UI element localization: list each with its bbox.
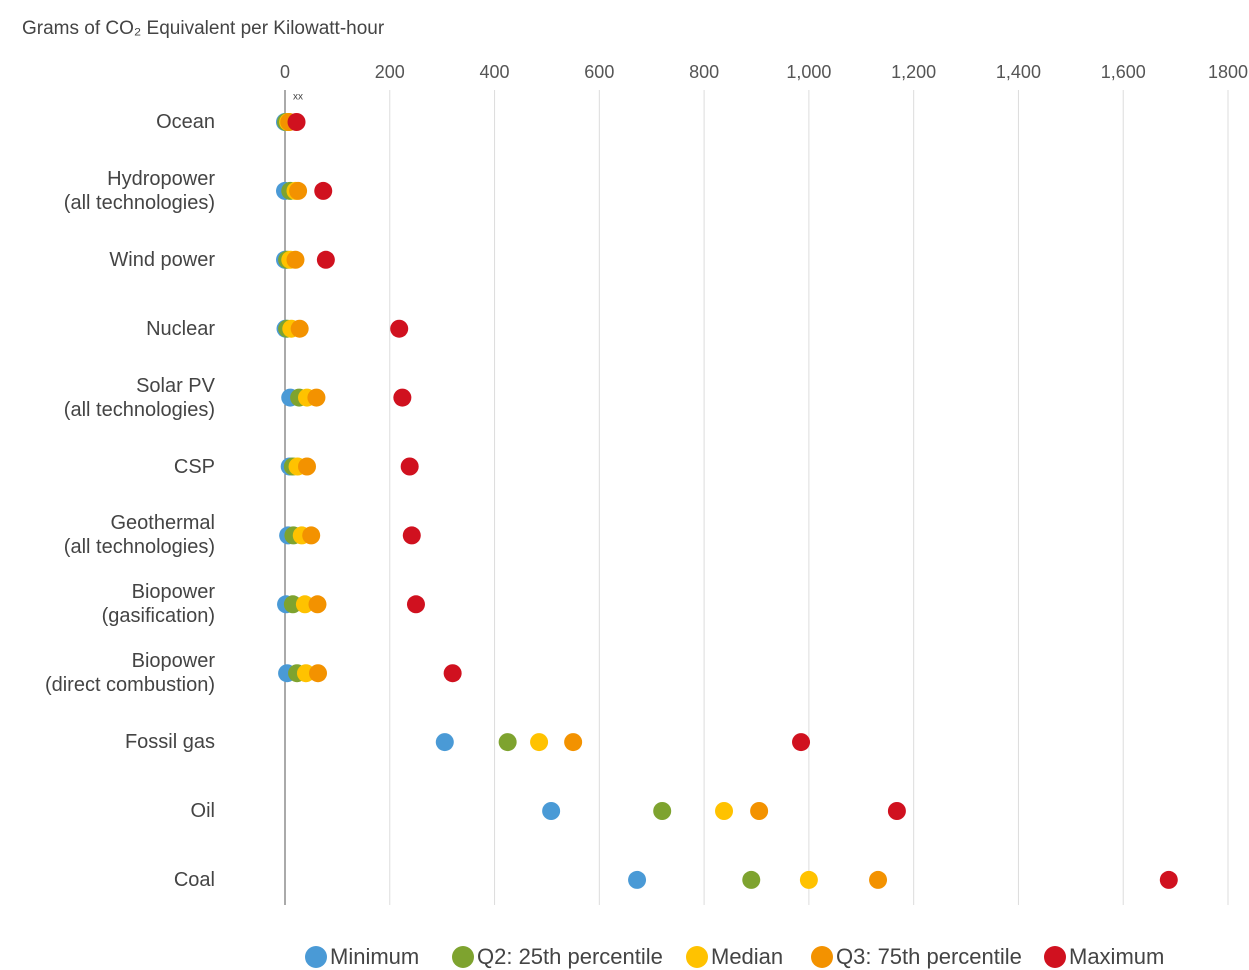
dot bbox=[400, 457, 419, 476]
dot bbox=[287, 113, 306, 131]
x-tick-label: 1,600 bbox=[1101, 62, 1146, 82]
category-label: Coal bbox=[173, 868, 215, 891]
category-label: CSP bbox=[173, 455, 215, 478]
x-tick-label: 1,400 bbox=[996, 62, 1041, 82]
category-label: Ocean bbox=[156, 111, 215, 133]
x-tick-label: 1,000 bbox=[786, 62, 831, 82]
dot bbox=[715, 802, 734, 820]
category-label: Geothermal (all technologies) bbox=[63, 512, 215, 559]
chart-title: Grams of CO₂ Equivalent per Kilowatt-hou… bbox=[22, 18, 385, 39]
dot bbox=[402, 526, 421, 545]
category-label: Hydropower (all technologies) bbox=[63, 167, 215, 214]
x-tick-label: 200 bbox=[375, 62, 405, 82]
dot bbox=[286, 250, 305, 269]
category-label: Biopower (gasification) bbox=[101, 581, 215, 628]
category-label: Solar PV (all technologies) bbox=[63, 374, 215, 421]
category-label: Biopower (direct combustion) bbox=[44, 650, 215, 697]
category-label: Oil bbox=[190, 800, 215, 822]
dot bbox=[742, 870, 761, 889]
x-tick-label: 0 bbox=[280, 62, 290, 82]
dot bbox=[393, 388, 412, 407]
dot bbox=[289, 181, 308, 200]
legend-swatch bbox=[686, 946, 708, 968]
legend-swatch bbox=[1044, 946, 1066, 968]
dot bbox=[564, 733, 583, 752]
dot bbox=[750, 802, 769, 820]
x-tick-label: 1,200 bbox=[891, 62, 936, 82]
x-tick-label: 1800 bbox=[1208, 62, 1248, 82]
dot bbox=[316, 250, 335, 269]
category-label: Wind power bbox=[109, 248, 215, 271]
legend-label: Maximum bbox=[1069, 944, 1164, 969]
dot bbox=[498, 733, 517, 752]
x-tick-label: 400 bbox=[480, 62, 510, 82]
dot bbox=[1159, 870, 1178, 889]
x-tick-label: 600 bbox=[584, 62, 614, 82]
dot bbox=[443, 664, 462, 683]
dot bbox=[530, 733, 549, 752]
dot bbox=[792, 733, 811, 752]
dot bbox=[298, 457, 317, 476]
legend-swatch bbox=[452, 946, 474, 968]
dot bbox=[314, 181, 333, 200]
legend-swatch bbox=[811, 946, 833, 968]
x-tick-label: 800 bbox=[689, 62, 719, 82]
dot bbox=[406, 595, 425, 614]
legend-label: Median bbox=[711, 944, 783, 969]
dot bbox=[309, 664, 328, 683]
dot bbox=[542, 802, 561, 820]
annotation: xx bbox=[293, 92, 303, 103]
category-label: Nuclear bbox=[146, 317, 215, 340]
category-label: Fossil gas bbox=[124, 731, 215, 754]
dot bbox=[302, 526, 321, 545]
dot bbox=[653, 802, 672, 820]
dot bbox=[435, 733, 454, 752]
legend-swatch bbox=[305, 946, 327, 968]
dot bbox=[887, 802, 906, 820]
dot bbox=[290, 319, 309, 338]
dot bbox=[295, 595, 314, 614]
legend-label: Q3: 75th percentile bbox=[836, 944, 1022, 969]
dot bbox=[307, 388, 326, 407]
dot bbox=[628, 870, 647, 889]
dot bbox=[308, 595, 327, 614]
dot bbox=[799, 870, 818, 889]
dot bbox=[869, 870, 888, 889]
legend-label: Q2: 25th percentile bbox=[477, 944, 663, 969]
dot bbox=[390, 319, 409, 338]
legend-label: Minimum bbox=[330, 944, 419, 969]
